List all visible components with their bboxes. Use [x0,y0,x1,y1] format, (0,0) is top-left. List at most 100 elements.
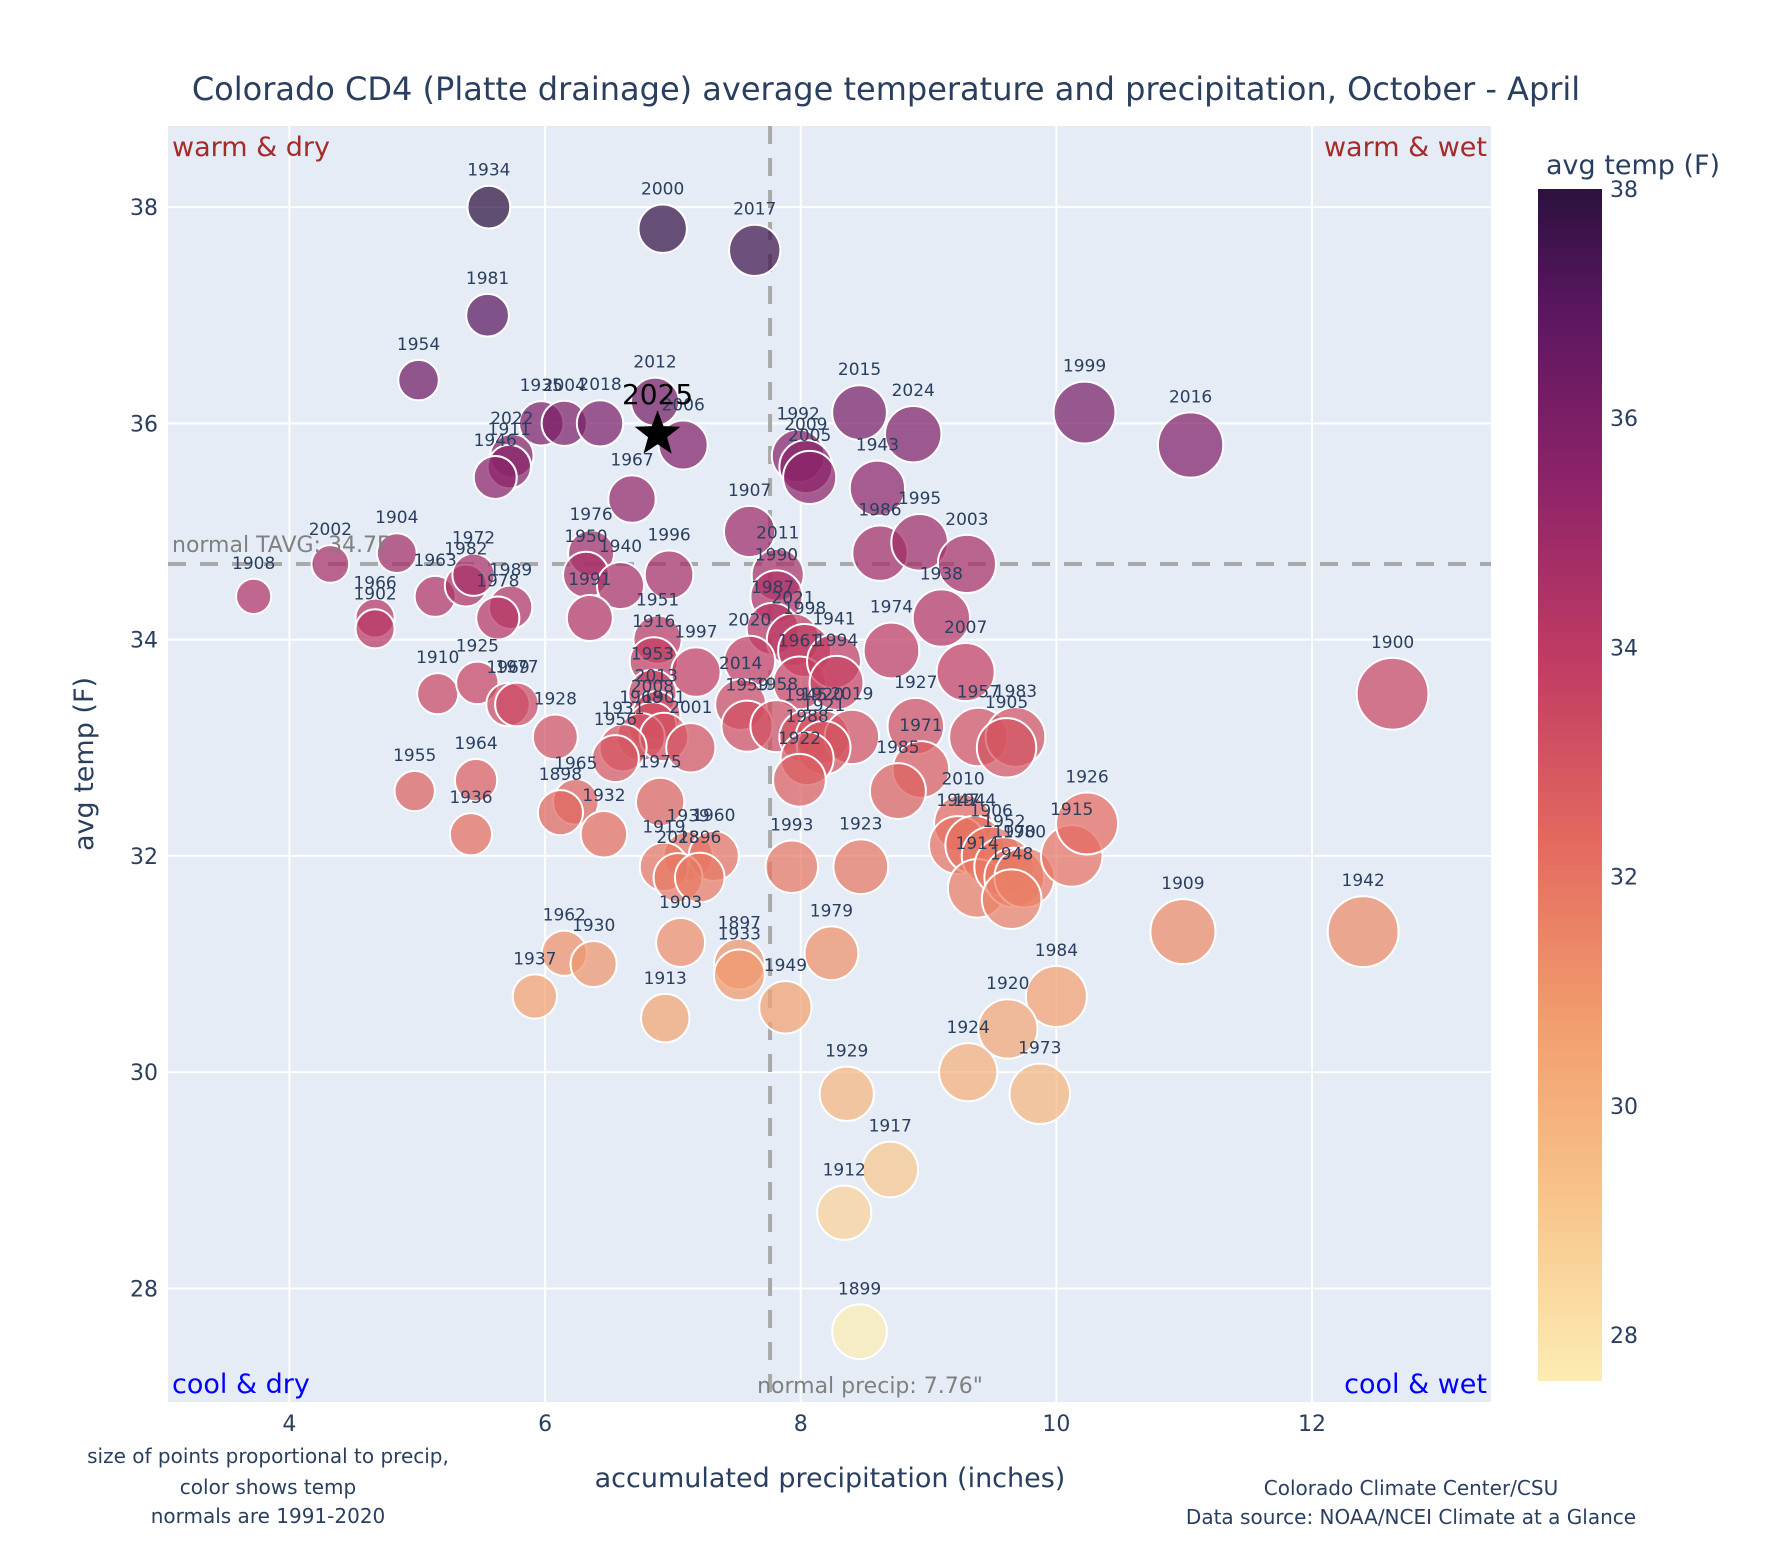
point-1904 [375,532,418,575]
point-1902 [354,608,396,650]
y-axis-title: avg temp (F) [69,677,100,851]
point-label: 2017 [733,200,776,220]
point-label: 1921 [802,696,845,716]
point-label: 1933 [718,924,761,944]
point-label: 1979 [810,901,853,921]
point-label: 1987 [751,578,794,598]
point-2017 [728,223,782,278]
point-label: 2010 [941,769,984,789]
y-tick-labels: 28 30 32 34 36 38 [130,196,158,1302]
point-1964 [453,758,499,803]
point-label: 1965 [554,754,597,774]
point-label: 1956 [594,710,637,730]
point-1981 [465,292,510,338]
point-label: 1911 [488,420,531,440]
data-points [235,184,1430,1361]
point-label: 1947 [936,791,979,811]
point-label: 1964 [454,734,497,754]
normal-tavg-label: normal TAVG: 34.7F [172,533,390,558]
point-label: 1970 [993,823,1036,843]
point-1903 [655,916,707,968]
point-1900 [1355,656,1430,731]
colorbar-tick-label: 34 [1610,636,1638,661]
point-label: 1946 [474,431,517,451]
point-label: 1943 [856,436,899,456]
point-label: 1909 [1161,874,1204,894]
point-label: 1934 [467,161,510,181]
point-1949 [758,980,813,1035]
point-label: 1915 [1050,800,1093,820]
point-2018 [575,399,625,448]
point-label: 1953 [631,645,674,665]
point-label: 1996 [647,525,690,545]
point-1923 [832,838,890,896]
chart-title: Colorado CD4 (Platte drainage) average t… [192,70,1580,108]
colorbar-tick-label: 28 [1610,1324,1638,1349]
point-label: 1981 [466,269,509,289]
point-label: 1928 [534,690,577,710]
point-label: 1999 [1063,357,1106,377]
point-label: 2008 [631,677,674,697]
highlight-label: 2025 [622,378,693,411]
point-label: 2003 [945,510,988,530]
point-label: 1961 [778,632,821,652]
point-1991 [565,593,614,643]
point-label: 1908 [232,554,275,574]
x-tick-labels: 4 6 8 10 12 [282,1412,1326,1437]
point-2016 [1156,411,1225,479]
point-label: 1984 [1035,941,1078,961]
point-label: 2002 [309,520,352,540]
point-1937 [511,973,558,1020]
point-label: 1949 [764,956,807,976]
point-1896 [673,851,726,904]
point-1910 [416,672,460,716]
point-1967 [607,474,657,524]
point-label: 2015 [838,360,881,380]
point-label: 1974 [870,598,913,618]
point-label: 2006 [662,395,705,415]
point-label: 1959 [725,676,768,696]
point-label: 1967 [610,450,653,470]
point-1954 [397,358,440,402]
point-label: 1901 [642,688,685,708]
point-1933 [712,948,766,1002]
point-label: 1957 [957,683,1000,703]
point-label: 1951 [636,591,679,611]
point-label: 1995 [898,489,941,509]
x-tick-label: 8 [794,1412,808,1437]
point-label: 1899 [838,1279,881,1299]
point-label: 1976 [569,505,612,525]
point-label: 2004 [543,376,586,396]
point-1948 [980,868,1043,930]
point-label: 1966 [353,573,396,593]
point-1909 [1149,898,1217,966]
point-label: 1982 [444,540,487,560]
point-label: 1907 [728,481,771,501]
point-label: 2000 [641,180,684,200]
point-label: 1900 [1371,633,1414,653]
point-label: 1941 [812,609,855,629]
point-label: 1990 [755,545,798,565]
point-1912 [816,1184,873,1241]
point-label: 1903 [659,893,702,913]
point-label: 1905 [985,693,1028,713]
point-1899 [831,1303,888,1361]
point-label: 1952 [982,812,1025,832]
point-1984 [1024,964,1088,1028]
point-label: 2007 [944,618,987,638]
point-label: 1906 [970,801,1013,821]
point-label: 1910 [416,648,459,668]
y-tick-label: 34 [130,629,158,654]
point-label: 2024 [892,381,935,401]
point-label: 1937 [513,949,556,969]
point-label: 2016 [1169,387,1212,407]
credit-line-2: Data source: NOAA/NCEI Climate at a Glan… [1186,1505,1636,1529]
y-tick-label: 30 [130,1061,158,1086]
point-label: 1917 [869,1117,912,1137]
size-note-line-2: color shows temp [180,1475,356,1499]
point-label: 1962 [543,906,586,926]
quadrant-label-cool-dry: cool & dry [172,1369,310,1400]
normal-precip-label: normal precip: 7.76" [757,1374,983,1399]
x-tick-label: 6 [538,1412,552,1437]
point-2005 [782,449,838,505]
